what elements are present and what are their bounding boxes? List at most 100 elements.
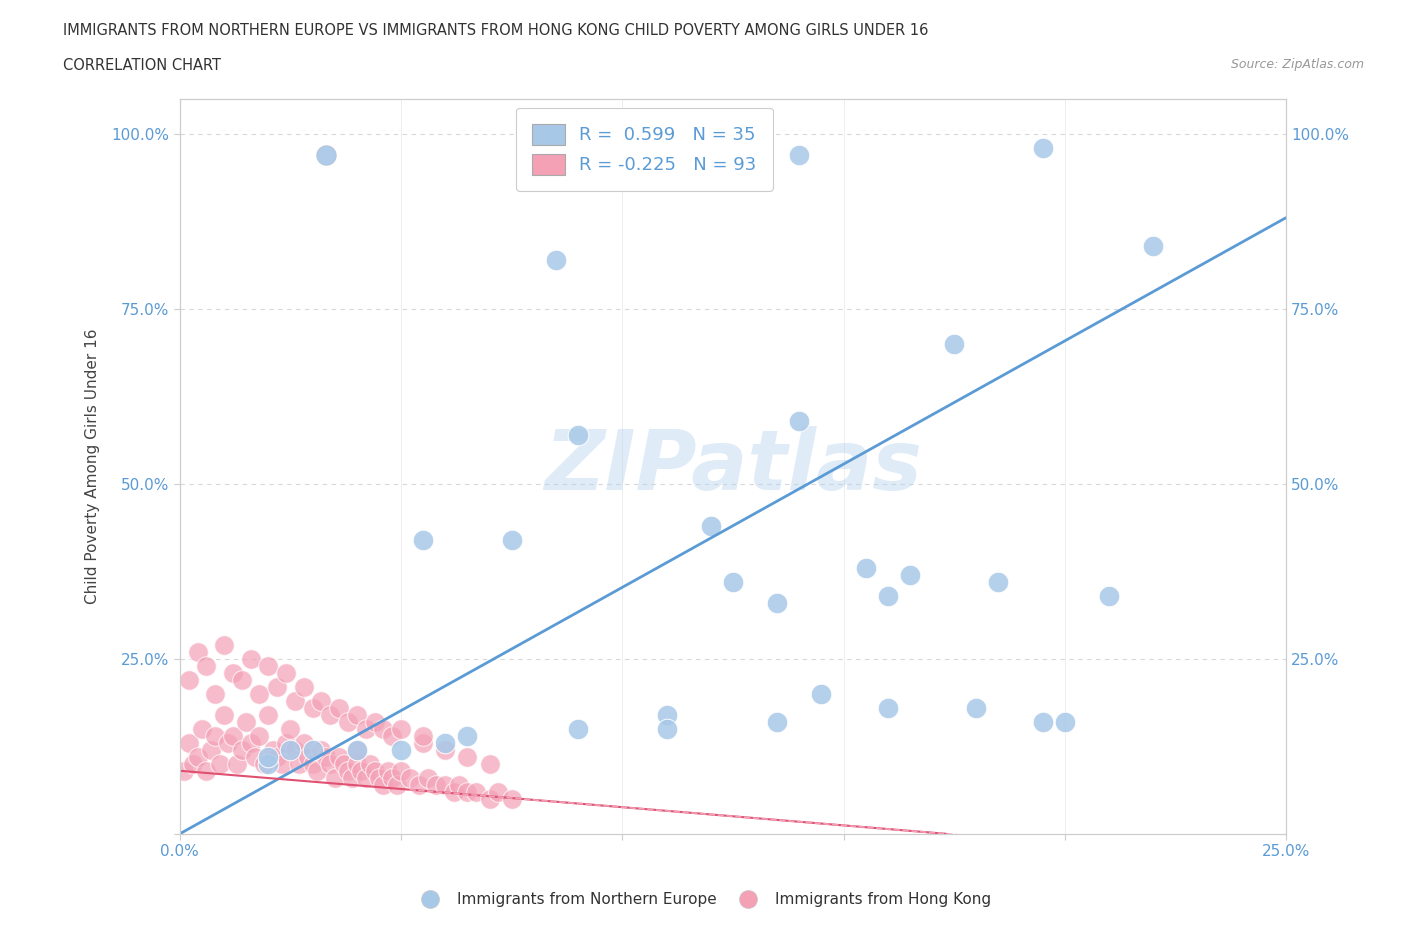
Point — [943, 337, 966, 352]
Text: IMMIGRANTS FROM NORTHERN EUROPE VS IMMIGRANTS FROM HONG KONG CHILD POVERTY AMONG: IMMIGRANTS FROM NORTHERN EUROPE VS IMMIG… — [63, 23, 928, 38]
Text: ZIPatlas: ZIPatlas — [544, 426, 922, 507]
Point — [311, 742, 333, 757]
Point — [389, 742, 412, 757]
Point — [288, 756, 311, 771]
Point — [766, 714, 789, 729]
Point — [412, 736, 434, 751]
Point — [373, 777, 395, 792]
Point — [301, 700, 323, 715]
Point — [501, 791, 523, 806]
Point — [346, 742, 368, 757]
Point — [284, 694, 307, 709]
Point — [231, 742, 253, 757]
Point — [226, 756, 249, 771]
Point — [412, 532, 434, 547]
Point — [363, 714, 385, 729]
Point — [222, 665, 245, 680]
Point — [315, 147, 337, 162]
Point — [249, 728, 271, 743]
Point — [655, 708, 678, 723]
Point — [284, 742, 307, 757]
Point — [243, 750, 266, 764]
Point — [297, 750, 319, 764]
Point — [177, 736, 200, 751]
Point — [456, 750, 478, 764]
Point — [381, 770, 404, 785]
Point — [965, 700, 987, 715]
Point — [389, 764, 412, 778]
Point — [359, 756, 381, 771]
Point — [328, 700, 350, 715]
Point — [465, 784, 488, 799]
Point — [876, 700, 898, 715]
Point — [342, 770, 364, 785]
Point — [239, 651, 262, 666]
Point — [262, 742, 284, 757]
Point — [257, 658, 280, 673]
Point — [186, 644, 208, 659]
Point — [186, 750, 208, 764]
Point — [332, 756, 354, 771]
Point — [301, 742, 323, 757]
Point — [336, 714, 359, 729]
Point — [544, 252, 567, 267]
Point — [363, 764, 385, 778]
Point — [204, 686, 226, 701]
Point — [239, 736, 262, 751]
Point — [354, 722, 377, 737]
Point — [425, 777, 447, 792]
Point — [212, 637, 235, 652]
Point — [1098, 589, 1121, 604]
Point — [305, 764, 328, 778]
Point — [218, 736, 240, 751]
Point — [315, 147, 337, 162]
Point — [766, 595, 789, 610]
Legend: R =  0.599   N = 35, R = -0.225   N = 93: R = 0.599 N = 35, R = -0.225 N = 93 — [516, 108, 773, 191]
Point — [368, 770, 391, 785]
Point — [567, 722, 589, 737]
Point — [408, 777, 430, 792]
Legend: Immigrants from Northern Europe, Immigrants from Hong Kong: Immigrants from Northern Europe, Immigra… — [409, 886, 997, 913]
Point — [200, 742, 222, 757]
Point — [235, 714, 257, 729]
Point — [177, 672, 200, 687]
Point — [195, 658, 218, 673]
Point — [323, 770, 346, 785]
Point — [301, 756, 323, 771]
Point — [280, 722, 302, 737]
Point — [212, 708, 235, 723]
Point — [266, 679, 288, 694]
Point — [173, 764, 195, 778]
Point — [787, 147, 810, 162]
Point — [1032, 714, 1054, 729]
Point — [412, 728, 434, 743]
Point — [721, 575, 744, 590]
Point — [373, 722, 395, 737]
Point — [292, 736, 315, 751]
Point — [855, 560, 877, 575]
Point — [456, 784, 478, 799]
Point — [266, 750, 288, 764]
Point — [319, 756, 342, 771]
Point — [501, 532, 523, 547]
Point — [191, 722, 214, 737]
Point — [328, 750, 350, 764]
Point — [336, 764, 359, 778]
Point — [567, 427, 589, 442]
Point — [385, 777, 408, 792]
Point — [257, 708, 280, 723]
Point — [655, 722, 678, 737]
Point — [434, 736, 457, 751]
Point — [377, 764, 399, 778]
Point — [389, 722, 412, 737]
Point — [447, 777, 470, 792]
Point — [987, 575, 1010, 590]
Point — [700, 518, 723, 533]
Point — [270, 756, 292, 771]
Point — [350, 764, 373, 778]
Point — [231, 672, 253, 687]
Point — [354, 770, 377, 785]
Y-axis label: Child Poverty Among Girls Under 16: Child Poverty Among Girls Under 16 — [86, 328, 100, 604]
Point — [1142, 238, 1164, 253]
Point — [280, 742, 302, 757]
